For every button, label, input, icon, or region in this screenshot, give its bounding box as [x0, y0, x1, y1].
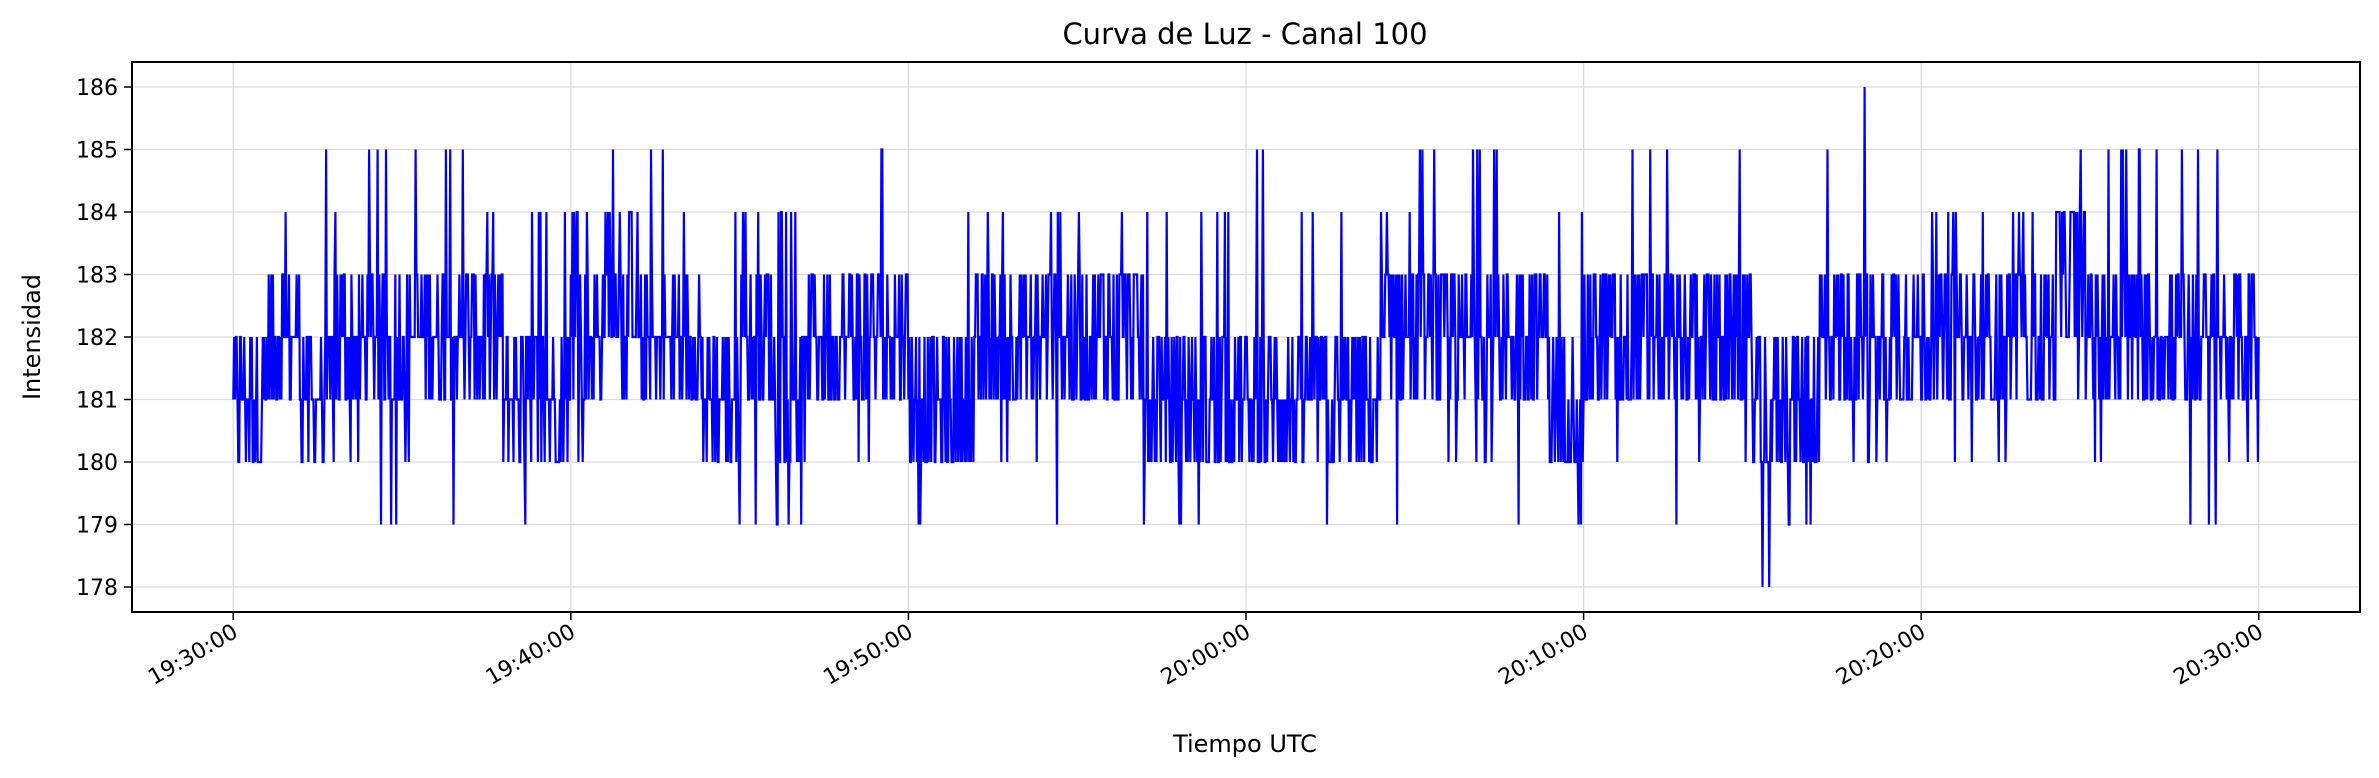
x-tick-label: 20:20:00 — [1832, 620, 1930, 691]
x-tick-label: 20:00:00 — [1157, 620, 1255, 691]
x-tick-label: 20:10:00 — [1495, 620, 1593, 691]
y-tick-label: 182 — [76, 326, 118, 351]
series-layer — [232, 86, 2260, 588]
x-tick-label: 20:30:00 — [2170, 620, 2268, 691]
y-tick-label: 185 — [76, 139, 118, 164]
y-tick-label: 180 — [76, 451, 118, 476]
y-tick-label: 183 — [76, 264, 118, 289]
x-tick-label: 19:40:00 — [482, 620, 580, 691]
x-axis-label: Tiempo UTC — [1172, 730, 1317, 758]
chart-title: Curva de Luz - Canal 100 — [1062, 17, 1427, 51]
y-tick-label: 181 — [76, 389, 118, 414]
y-axis-ticks: 178 179 180 181 182 183 184 185 186 — [76, 76, 132, 601]
x-tick-label: 19:30:00 — [144, 620, 242, 691]
y-tick-label: 179 — [76, 514, 118, 539]
y-tick-label: 186 — [76, 76, 118, 101]
x-tick-label: 19:50:00 — [819, 620, 917, 691]
y-tick-label: 184 — [76, 201, 118, 226]
x-axis-ticks: 19:30:00 19:40:00 19:50:00 20:00:00 20:10:00… — [144, 612, 2268, 691]
series-line — [232, 86, 2260, 588]
y-axis-label: Intensidad — [18, 274, 46, 400]
y-tick-label: 178 — [76, 576, 118, 601]
